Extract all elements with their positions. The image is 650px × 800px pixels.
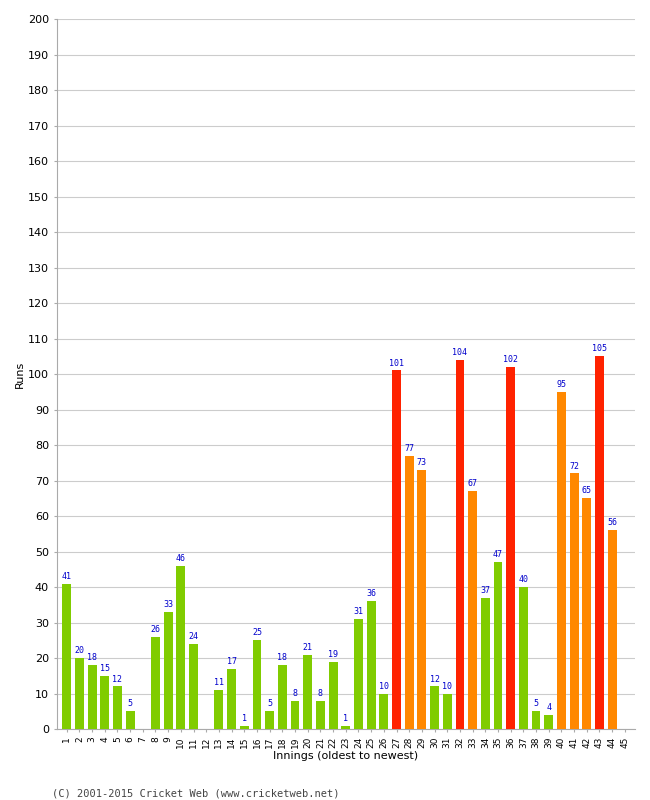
Text: 1: 1 [343,714,348,722]
X-axis label: Innings (oldest to newest): Innings (oldest to newest) [273,751,419,761]
Text: (C) 2001-2015 Cricket Web (www.cricketweb.net): (C) 2001-2015 Cricket Web (www.cricketwe… [52,788,339,798]
Text: 8: 8 [318,689,323,698]
Bar [493,562,502,729]
Text: 10: 10 [442,682,452,690]
Text: 5: 5 [127,699,133,709]
Text: 40: 40 [518,575,528,584]
Bar [468,491,477,729]
Bar [380,694,388,729]
Text: 20: 20 [74,646,85,655]
Text: 104: 104 [452,348,467,357]
Bar [113,686,122,729]
Text: 102: 102 [503,355,518,364]
Bar [265,711,274,729]
Bar [329,662,337,729]
Text: 56: 56 [607,518,617,527]
Bar [341,726,350,729]
Bar [557,392,566,729]
Bar [582,498,592,729]
Text: 77: 77 [404,444,414,453]
Text: 41: 41 [62,572,72,581]
Text: 33: 33 [163,600,173,609]
Text: 17: 17 [227,657,237,666]
Text: 12: 12 [112,674,122,684]
Bar [100,676,109,729]
Bar [62,583,71,729]
Text: 10: 10 [379,682,389,690]
Bar [214,690,224,729]
Bar [456,360,464,729]
Text: 46: 46 [176,554,186,563]
Text: 11: 11 [214,678,224,687]
Bar [227,669,236,729]
Text: 5: 5 [534,699,539,709]
Text: 5: 5 [267,699,272,709]
Text: 12: 12 [430,674,439,684]
Text: 18: 18 [87,654,97,662]
Text: 36: 36 [366,590,376,598]
Bar [569,474,578,729]
Bar [443,694,452,729]
Text: 1: 1 [242,714,247,722]
Bar [88,665,96,729]
Bar [125,711,135,729]
Text: 26: 26 [151,625,161,634]
Bar [506,367,515,729]
Text: 21: 21 [303,642,313,652]
Bar [354,619,363,729]
Bar [392,370,401,729]
Text: 47: 47 [493,550,503,559]
Bar [519,587,528,729]
Bar [278,665,287,729]
Text: 95: 95 [556,380,566,389]
Text: 101: 101 [389,358,404,368]
Text: 37: 37 [480,586,490,595]
Bar [304,654,312,729]
Text: 25: 25 [252,629,262,638]
Bar [532,711,541,729]
Bar [481,598,489,729]
Text: 31: 31 [354,607,363,616]
Bar [176,566,185,729]
Text: 67: 67 [467,479,478,488]
Text: 19: 19 [328,650,338,658]
Text: 15: 15 [99,664,110,673]
Bar [253,640,261,729]
Text: 18: 18 [278,654,287,662]
Bar [75,658,84,729]
Text: 4: 4 [546,703,551,712]
Bar [430,686,439,729]
Bar [544,715,553,729]
Bar [417,470,426,729]
Text: 65: 65 [582,486,592,495]
Text: 73: 73 [417,458,427,467]
Text: 105: 105 [592,345,607,354]
Bar [151,637,160,729]
Bar [595,356,604,729]
Text: 24: 24 [188,632,198,641]
Bar [316,701,325,729]
Bar [240,726,249,729]
Text: 8: 8 [292,689,298,698]
Bar [367,602,376,729]
Bar [291,701,300,729]
Bar [189,644,198,729]
Bar [405,456,413,729]
Bar [164,612,173,729]
Text: 72: 72 [569,462,579,470]
Bar [608,530,617,729]
Y-axis label: Runs: Runs [15,361,25,388]
